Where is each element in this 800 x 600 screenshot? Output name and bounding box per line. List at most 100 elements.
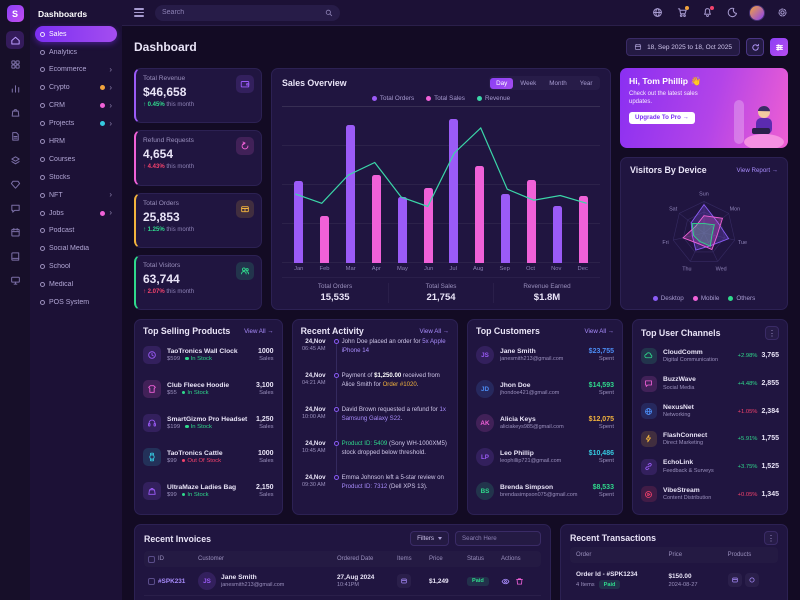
jobs-icon bbox=[40, 210, 45, 216]
file-icon[interactable] bbox=[6, 127, 24, 145]
activity-link[interactable]: 1x Samsung Galaxy S22 bbox=[341, 406, 446, 422]
kebab-menu-icon[interactable]: ⋮ bbox=[764, 531, 778, 545]
customer-row[interactable]: AK Alicia Keys aliciakeys985@gmail.com $1… bbox=[475, 406, 614, 440]
search-input[interactable] bbox=[162, 9, 320, 16]
customize-button[interactable] bbox=[770, 38, 788, 56]
sales-bars bbox=[282, 106, 600, 263]
stat-total-revenue[interactable]: Total Revenue $46,658 ↑ 0.45% this month bbox=[134, 68, 262, 124]
view-icon[interactable] bbox=[501, 577, 510, 586]
headset-icon bbox=[143, 414, 161, 432]
invoice-search-input[interactable] bbox=[462, 535, 534, 542]
moon-icon[interactable] bbox=[724, 5, 740, 21]
bell-icon[interactable] bbox=[699, 5, 715, 21]
refresh-button[interactable] bbox=[746, 38, 764, 56]
select-all-checkbox[interactable] bbox=[148, 555, 155, 563]
upgrade-button[interactable]: Upgrade To Pro → bbox=[629, 111, 695, 124]
product-row[interactable]: SmartGizmo Pro Headset $199 In Stock 1,250… bbox=[143, 406, 274, 440]
sidebar-item-pos-system[interactable]: POS System bbox=[35, 294, 117, 310]
card-title: Recent Activity bbox=[300, 326, 364, 336]
sidebar-item-crm[interactable]: CRM › bbox=[35, 98, 117, 114]
bar-chart-icon[interactable] bbox=[6, 79, 24, 97]
app-logo[interactable]: S bbox=[6, 5, 24, 22]
visitors-by-device-card: Visitors By Device View Report → Sun Mon T… bbox=[620, 157, 788, 310]
play-icon bbox=[640, 486, 657, 503]
table-row[interactable]: Order Id - #SPK1234 4 Items Paid $150.00 20… bbox=[570, 567, 778, 593]
date-range-picker[interactable]: 18, Sep 2025 to 18, Oct 2025 bbox=[626, 38, 740, 56]
product-row[interactable]: TaoTronics Cattle $99 Out Of Stock 1000 Sal… bbox=[143, 440, 274, 474]
bolt-icon bbox=[640, 430, 657, 447]
clock-icon bbox=[143, 346, 161, 364]
monitor-icon[interactable] bbox=[6, 271, 24, 289]
chart-legend: Total Orders Total Sales Revenue bbox=[282, 95, 600, 102]
channel-row[interactable]: VibeStream Content Distribution +0.05% 1,3… bbox=[640, 480, 779, 508]
home-icon[interactable] bbox=[6, 31, 24, 49]
sidebar-item-ecommerce[interactable]: Ecommerce › bbox=[35, 62, 117, 78]
sidebar-item-hrm[interactable]: HRM bbox=[35, 133, 117, 149]
product-row[interactable]: TaoTronics Wall Clock $599 In Stock 1000 Sa… bbox=[143, 338, 274, 372]
calendar-icon[interactable] bbox=[6, 223, 24, 241]
gem-icon[interactable] bbox=[6, 175, 24, 193]
view-all-link[interactable]: View All → bbox=[419, 327, 449, 335]
activity-link[interactable]: Product ID: 5409 bbox=[341, 440, 388, 447]
view-report-link[interactable]: View Report → bbox=[736, 166, 779, 174]
sidebar-item-school[interactable]: School bbox=[35, 259, 117, 275]
menu-toggle-icon[interactable] bbox=[132, 6, 146, 18]
sidebar-item-sales[interactable]: Sales bbox=[35, 26, 117, 43]
product-row[interactable]: Club Fleece Hoodie $55 In Stock 3,100 Sales bbox=[143, 372, 274, 406]
invoice-search[interactable] bbox=[455, 531, 541, 546]
bar-nov bbox=[552, 206, 562, 263]
filters-dropdown[interactable]: Filters bbox=[410, 531, 449, 546]
sidebar-item-crypto[interactable]: Crypto › bbox=[35, 80, 117, 96]
book-icon[interactable] bbox=[6, 247, 24, 265]
customer-row[interactable]: JS Jane Smith janesmith213@gmail.com $23,… bbox=[475, 338, 614, 372]
tab-month[interactable]: Month bbox=[549, 79, 567, 87]
table-row[interactable]: #SPK231 JS Jane Smith janesmith213@gmail.c… bbox=[144, 567, 541, 596]
invoice-id-link[interactable]: #SPK231 bbox=[158, 577, 186, 585]
chat-icon[interactable] bbox=[6, 199, 24, 217]
sidebar-item-medical[interactable]: Medical bbox=[35, 276, 117, 292]
cart-icon[interactable] bbox=[674, 5, 690, 21]
customer-row[interactable]: BS Brenda Simpson brendasimpson075@gmail.… bbox=[475, 474, 614, 508]
user-avatar[interactable] bbox=[749, 4, 765, 21]
tab-day[interactable]: Day bbox=[490, 77, 514, 89]
channel-row[interactable]: EchoLink Feedback & Surveys +3.75% 1,525 bbox=[640, 453, 779, 481]
delete-icon[interactable] bbox=[515, 577, 524, 586]
apps-icon[interactable] bbox=[6, 55, 24, 73]
stat-total-visitors[interactable]: Total Visitors 63,744 ↑ 2.07% this month bbox=[134, 254, 262, 310]
customer-row[interactable]: JD Jhon Doe jhondoe421@gmail.com $14,593 S… bbox=[475, 372, 614, 406]
row-checkbox[interactable] bbox=[148, 577, 155, 585]
shopping-bag-icon[interactable] bbox=[6, 103, 24, 121]
sidebar-item-analytics[interactable]: Analytics bbox=[35, 44, 117, 60]
channel-row[interactable]: NexusNet Networking +1.05% 2,384 bbox=[640, 397, 779, 425]
kebab-menu-icon[interactable]: ⋮ bbox=[765, 326, 779, 340]
sidebar-item-social-media[interactable]: Social Media bbox=[35, 241, 117, 257]
activity-link[interactable]: 5x Apple iPhone 14 bbox=[341, 338, 446, 354]
product-row[interactable]: UltraMaze Ladies Bag $99 In Stock 2,150 Sal… bbox=[143, 474, 274, 508]
sidebar-item-stocks[interactable]: Stocks bbox=[35, 169, 117, 185]
activity-link[interactable]: Order #1020 bbox=[382, 380, 417, 388]
tab-year[interactable]: Year bbox=[579, 79, 593, 87]
radar-axis-label: Fri bbox=[662, 240, 668, 246]
activity-link[interactable]: Product ID: 7312 bbox=[341, 482, 388, 490]
legend-dot bbox=[652, 296, 658, 301]
sidebar-item-projects[interactable]: Projects › bbox=[35, 115, 117, 131]
channel-row[interactable]: CloudComm Digital Communication +2.98% 3,7… bbox=[640, 342, 779, 370]
sidebar-item-nft[interactable]: NFT › bbox=[35, 187, 117, 203]
sidebar-item-jobs[interactable]: Jobs › bbox=[35, 205, 117, 221]
customer-row[interactable]: LP Leo Phillip leophillip721@gmail.com $1… bbox=[475, 440, 614, 474]
view-all-link[interactable]: View All → bbox=[584, 327, 614, 335]
globe-icon[interactable] bbox=[649, 5, 665, 21]
sidebar-item-courses[interactable]: Courses bbox=[35, 151, 117, 167]
layers-icon[interactable] bbox=[6, 151, 24, 169]
view-all-link[interactable]: View All → bbox=[244, 327, 274, 335]
global-search[interactable] bbox=[155, 4, 340, 21]
sidebar-item-podcast[interactable]: Podcast bbox=[35, 223, 117, 239]
gear-icon[interactable] bbox=[774, 5, 790, 21]
channel-row[interactable]: BuzzWave Social Media +4.48% 2,855 bbox=[640, 370, 779, 398]
caret-down-icon bbox=[438, 537, 442, 540]
channel-row[interactable]: FlashConnect Direct Marketing +5.91% 1,755 bbox=[640, 425, 779, 453]
radar-axis-label: Mon bbox=[730, 206, 741, 212]
stat-total-orders[interactable]: Total Orders 25,853 ↑ 1.25% this month bbox=[134, 192, 262, 248]
tab-week[interactable]: Week bbox=[520, 79, 537, 87]
stat-refund-requests[interactable]: Refund Requests 4,654 ↑ 4.43% this month bbox=[134, 130, 262, 186]
